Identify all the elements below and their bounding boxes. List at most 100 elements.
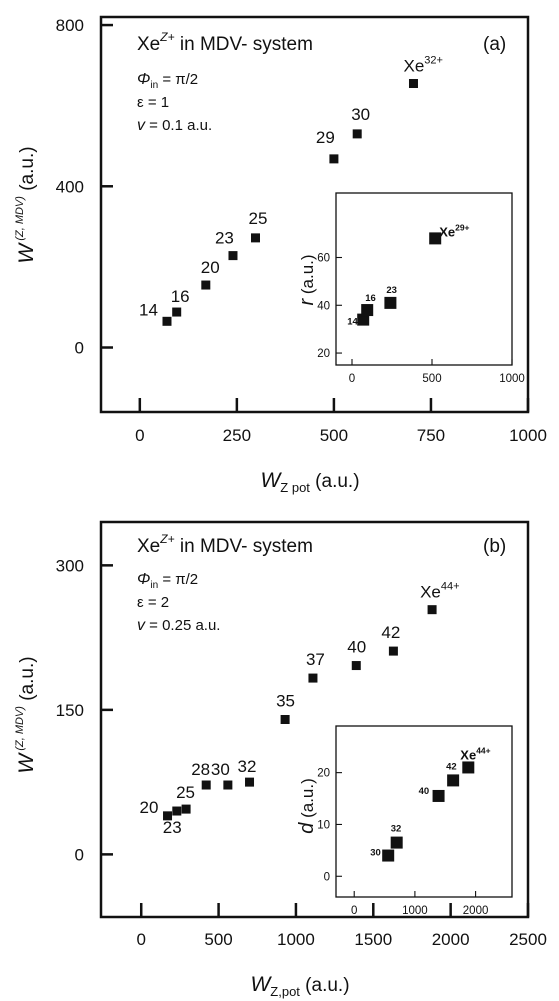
inset-point-label: 40 [419, 786, 430, 797]
x-tick-label: 2500 [509, 930, 547, 949]
inset-plot: 0 500 1000 20 40 60r (a.u.) 14 16 23 Xe29+ [296, 192, 525, 385]
inset-point-label: 32 [391, 824, 402, 835]
inset-y-axis-label: r (a.u.) [296, 254, 318, 305]
x-tick-label: 750 [417, 426, 445, 445]
chart-title: XeZ+ in MDV- system [137, 30, 313, 55]
inset-point-label: 14 [347, 317, 358, 328]
data-point [172, 806, 182, 816]
y-tick-label: 0 [75, 339, 84, 358]
x-tick-label: 0 [135, 426, 144, 445]
inset-frame [335, 192, 513, 366]
inset-frame [335, 725, 513, 898]
inset-y-tick-label: 60 [317, 253, 330, 265]
point-label: 40 [347, 638, 366, 657]
data-point [329, 154, 339, 164]
inset-data-point [432, 789, 445, 802]
inset-point-label: Xe44+ [460, 745, 490, 762]
point-label: 30 [211, 760, 230, 779]
x-tick-label: 1000 [277, 930, 315, 949]
y-tick-label: 400 [56, 177, 84, 196]
x-axis-label: WZ,pot (a.u.) [250, 973, 349, 999]
data-point [352, 129, 362, 139]
point-label: 14 [139, 300, 158, 319]
inset-point-label: 16 [365, 293, 376, 304]
y-tick-label: 800 [56, 16, 84, 35]
inset-x-tick-label: 1000 [499, 373, 525, 385]
inset-data-point [462, 761, 475, 774]
inset-data-point [390, 836, 403, 849]
data-point [201, 280, 211, 290]
point-label: 42 [381, 623, 400, 642]
point-label: 20 [140, 798, 159, 817]
data-point [172, 307, 182, 317]
panel-label: (b) [483, 536, 506, 557]
data-point [245, 777, 255, 787]
point-label: 23 [163, 818, 182, 837]
plot-frame [99, 15, 530, 414]
data-point [250, 233, 260, 243]
point-label: 28 [191, 760, 210, 779]
x-tick-label: 1000 [509, 426, 547, 445]
parameter-text: v = 0.1 a.u. [137, 117, 212, 134]
x-tick-label: 1500 [354, 930, 392, 949]
y-axis-label: W (Z, MDV) (a.u.) [14, 656, 38, 773]
data-point [408, 79, 418, 89]
inset-y-axis-label: d (a.u.) [296, 778, 318, 834]
y-tick-label: 0 [75, 845, 84, 864]
y-axis-label: W (Z, MDV) (a.u.) [14, 146, 38, 263]
inset-y-tick-label: 0 [324, 871, 330, 883]
inset-data-point [357, 313, 370, 326]
inset-point-label: 30 [370, 848, 381, 859]
inset-y-tick-label: 20 [317, 348, 330, 360]
parameter-text: ε = 1 [137, 94, 169, 111]
x-tick-label: 500 [320, 426, 348, 445]
point-label: 35 [276, 692, 295, 711]
point-label: 25 [248, 209, 267, 228]
x-tick-label: 2000 [432, 930, 470, 949]
data-point [228, 251, 238, 261]
data-point [308, 673, 318, 683]
x-tick-label: 0 [136, 930, 145, 949]
x-tick-label: 500 [204, 930, 232, 949]
data-point [223, 780, 233, 790]
point-label: 16 [171, 287, 190, 306]
point-label: Xe32+ [403, 55, 442, 76]
parameter-text: Φin = π/2 [137, 571, 198, 591]
x-tick-label: 250 [223, 426, 251, 445]
y-tick-label: 300 [56, 556, 84, 575]
data-point [162, 316, 172, 326]
inset-x-tick-label: 500 [422, 373, 441, 385]
data-point [201, 780, 211, 790]
inset-data-point [384, 296, 397, 309]
inset-data-point [429, 232, 442, 245]
inset-data-point [447, 774, 460, 787]
inset-x-tick-label: 2000 [463, 905, 489, 917]
parameter-text: Φin = π/2 [137, 71, 198, 91]
data-point [163, 811, 173, 821]
inset-y-tick-label: 40 [317, 300, 330, 312]
inset-point-label: 23 [386, 285, 397, 296]
data-point [388, 646, 398, 656]
parameter-text: v = 0.25 a.u. [137, 617, 220, 634]
inset-x-tick-label: 0 [351, 905, 357, 917]
data-point [427, 605, 437, 615]
point-label: 37 [306, 650, 325, 669]
chart-title: XeZ+ in MDV- system [137, 532, 313, 557]
data-point [181, 804, 191, 814]
point-label: Xe44+ [420, 581, 459, 602]
parameter-text: ε = 2 [137, 594, 169, 611]
inset-y-tick-label: 10 [317, 819, 330, 831]
inset-point-label: 42 [446, 761, 457, 772]
data-point [351, 661, 361, 671]
inset-data-point [361, 304, 374, 317]
plot-frame [99, 520, 530, 919]
point-label: 23 [215, 229, 234, 248]
point-label: 20 [201, 258, 220, 277]
y-tick-label: 150 [56, 701, 84, 720]
inset-x-tick-label: 1000 [402, 905, 428, 917]
inset-data-point [382, 849, 395, 862]
